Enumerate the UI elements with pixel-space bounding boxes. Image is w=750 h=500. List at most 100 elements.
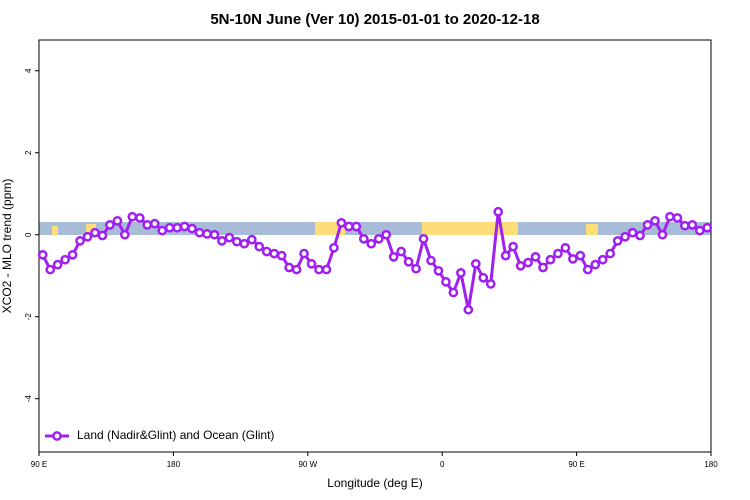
data-point — [336, 217, 347, 228]
x-tick-label: 0 — [440, 460, 445, 469]
data-point — [60, 254, 70, 265]
data-point — [224, 232, 235, 243]
y-tick-label: 4 — [24, 68, 33, 73]
data-point — [232, 236, 242, 247]
data-point — [52, 259, 63, 270]
y-tick-label: -2 — [24, 313, 33, 321]
land-band — [52, 226, 58, 235]
data-point — [351, 221, 362, 232]
data-point — [508, 241, 518, 252]
data-point — [172, 222, 182, 233]
data-point — [291, 264, 302, 275]
data-point — [418, 233, 429, 244]
data-point — [321, 264, 332, 275]
data-point — [672, 213, 683, 223]
x-tick-label: 90 E — [568, 460, 584, 469]
data-point — [37, 249, 48, 260]
y-tick-label: 2 — [24, 150, 33, 155]
legend-label: Land (Nadir&Glint) and Ocean (Glint) — [77, 428, 274, 442]
data-point — [665, 211, 675, 222]
data-point — [605, 248, 616, 259]
data-point — [75, 236, 85, 246]
data-point — [269, 248, 280, 259]
data-point — [97, 230, 108, 241]
data-point — [164, 222, 175, 233]
data-point — [373, 233, 384, 244]
x-tick-label: 180 — [167, 460, 181, 469]
data-point — [642, 220, 653, 230]
data-point — [530, 252, 541, 262]
data-point — [657, 229, 668, 240]
data-point — [299, 248, 309, 259]
data-point — [194, 227, 205, 238]
data-point — [127, 211, 138, 222]
data-point — [45, 264, 56, 275]
land-band — [422, 222, 518, 235]
data-point — [635, 230, 645, 241]
land-ocean-band — [39, 222, 711, 235]
data-point — [388, 252, 399, 262]
data-point — [403, 256, 414, 267]
x-axis-label: Longitude (deg E) — [327, 476, 422, 490]
chart-title: 5N-10N June (Ver 10) 2015-01-01 to 2020-… — [210, 11, 539, 28]
y-tick-label: 0 — [24, 232, 33, 237]
data-point — [314, 264, 324, 275]
data-point — [485, 279, 496, 289]
data-point — [456, 268, 466, 278]
data-point — [582, 264, 593, 275]
data-point — [157, 225, 168, 236]
x-tick-label: 90 W — [298, 460, 317, 469]
data-point — [650, 215, 660, 226]
data-point — [463, 304, 474, 315]
data-point — [246, 234, 257, 245]
data-point — [105, 220, 115, 230]
data-point — [568, 254, 578, 264]
x-tick-label: 180 — [704, 460, 718, 469]
data-point — [448, 287, 459, 298]
data-point — [358, 233, 369, 244]
data-point — [538, 262, 548, 273]
land-band — [586, 224, 598, 235]
data-point — [67, 249, 78, 260]
legend-marker — [52, 431, 62, 441]
data-point — [209, 229, 220, 240]
data-point — [120, 229, 130, 240]
data-point — [179, 221, 190, 232]
data-point — [590, 259, 601, 270]
data-point — [575, 250, 586, 261]
data-point — [493, 206, 504, 217]
data-point — [426, 255, 436, 266]
y-axis-label: XCO2 - MLO trend (ppm) — [0, 179, 14, 314]
ocean-band — [39, 222, 711, 235]
data-point — [702, 222, 713, 233]
data-point — [306, 258, 317, 269]
data-point — [627, 227, 638, 238]
data-point — [90, 227, 100, 238]
data-point — [187, 223, 197, 234]
data-point — [545, 254, 556, 265]
data-point — [478, 272, 489, 283]
data-point — [134, 213, 145, 223]
data-point — [329, 242, 339, 253]
data-point — [687, 220, 698, 230]
data-point — [433, 265, 444, 276]
data-point — [276, 250, 287, 261]
data-point — [441, 277, 451, 287]
data-point — [284, 262, 294, 273]
data-point — [470, 258, 481, 269]
data-point — [411, 263, 421, 274]
data-point — [620, 231, 630, 242]
data-point — [239, 238, 250, 249]
data-point — [381, 229, 392, 240]
data-point — [261, 246, 272, 257]
data-point — [202, 229, 212, 239]
data-point — [254, 241, 265, 252]
land-band — [86, 224, 96, 235]
data-point — [553, 248, 563, 259]
data-point — [217, 236, 227, 246]
data-point — [149, 218, 160, 229]
data-point — [560, 242, 571, 253]
plot-frame — [38, 39, 712, 453]
